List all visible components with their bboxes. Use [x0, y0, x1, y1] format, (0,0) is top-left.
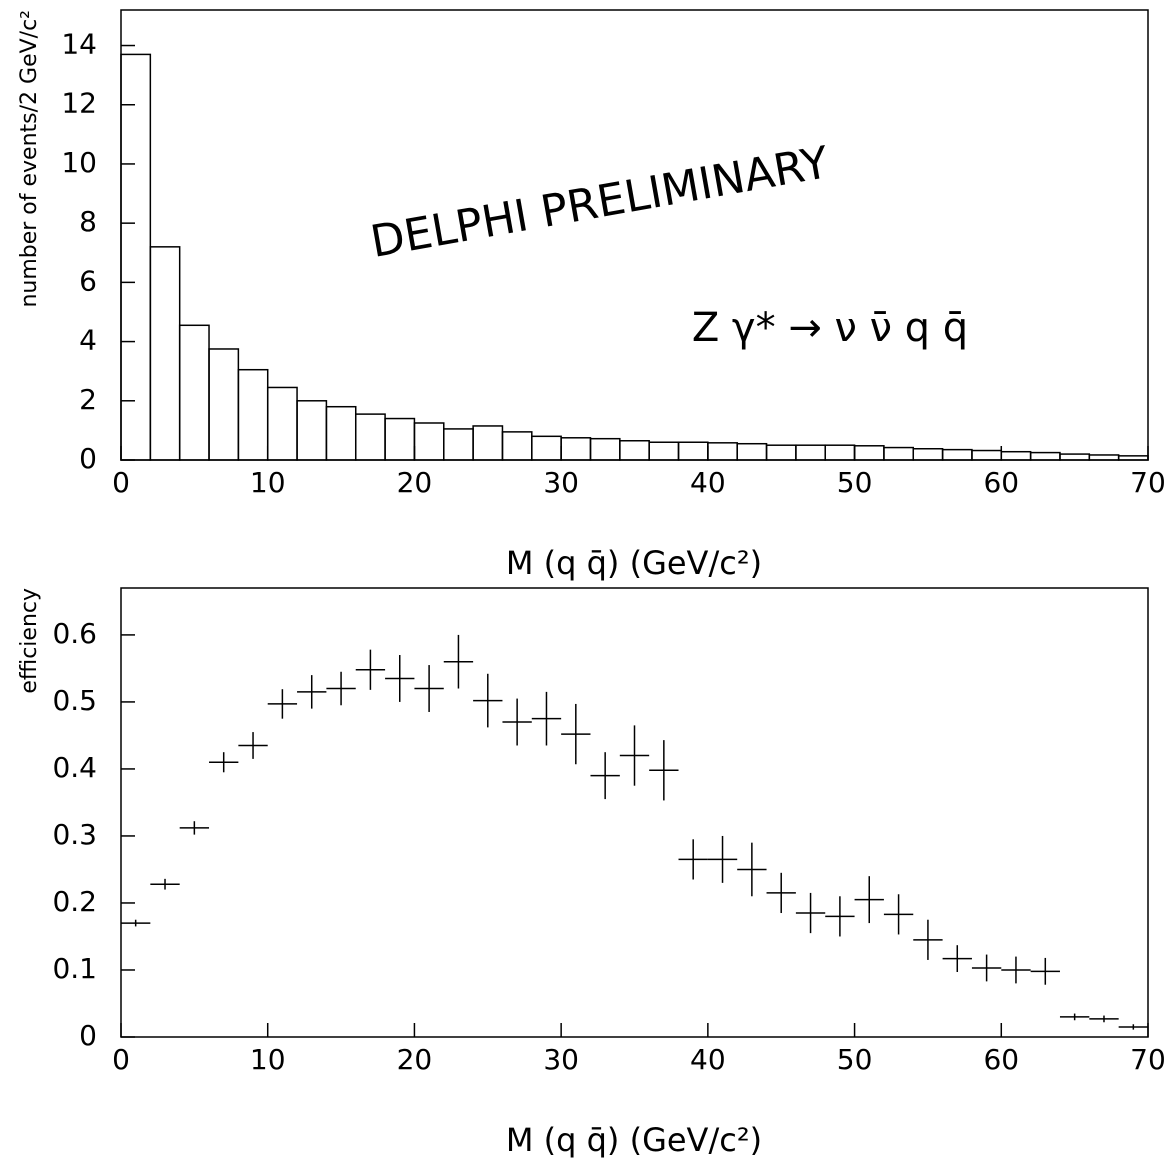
x-tick-label: 30: [543, 1043, 579, 1076]
plot-frame: [120, 9, 1149, 461]
histogram-bar: [971, 449, 1003, 461]
x-tick-label: 20: [397, 1043, 433, 1076]
histogram-bar: [237, 368, 269, 461]
histogram-bar: [531, 435, 562, 461]
plot-frame: [120, 587, 1149, 1038]
x-axis-title: M (q q̄) (GeV/c²): [506, 1121, 762, 1159]
histogram-bar: [296, 400, 328, 461]
histogram-bar: [707, 442, 738, 461]
histogram-bar: [883, 446, 915, 461]
y-tick-label: 0.1: [52, 952, 97, 985]
x-tick-label: 50: [837, 1043, 873, 1076]
y-axis-title: efficiency: [17, 588, 42, 694]
histogram-bar: [149, 246, 181, 461]
y-tick-label: 12: [61, 87, 97, 120]
y-tick-label: 0.2: [52, 885, 97, 918]
histogram-bar: [384, 417, 416, 461]
y-tick-label: 0: [79, 1019, 97, 1052]
histogram-bar: [501, 431, 533, 461]
y-tick-label: 4: [79, 324, 97, 357]
y-tick-label: 10: [61, 146, 97, 179]
x-tick-label: 30: [543, 466, 579, 499]
histogram-bar: [795, 444, 826, 461]
y-tick-label: 0.6: [52, 617, 97, 650]
x-tick-label: 0: [112, 466, 130, 499]
histogram-bar: [1117, 455, 1149, 461]
histogram-bar: [325, 405, 357, 461]
y-tick-label: 0.3: [52, 818, 97, 851]
y-tick-label: 6: [79, 264, 97, 297]
x-axis-title: M (q q̄) (GeV/c²): [506, 544, 762, 582]
y-tick-label: 2: [79, 383, 97, 416]
histogram-bar: [266, 386, 298, 461]
histogram-bar: [354, 413, 386, 461]
histogram-bar: [589, 437, 621, 461]
x-tick-label: 70: [1130, 466, 1166, 499]
y-tick-label: 0.5: [52, 684, 97, 717]
x-tick-label: 10: [250, 466, 286, 499]
histogram-bar: [619, 440, 650, 461]
histogram-bar: [853, 445, 885, 461]
y-axis-title: number of events/2 GeV/c²: [17, 10, 42, 308]
histogram-bar: [120, 53, 152, 461]
x-tick-label: 70: [1130, 1043, 1166, 1076]
histogram-bar: [1088, 454, 1120, 461]
histogram-bar: [560, 437, 592, 461]
histogram-bar: [208, 348, 240, 461]
y-tick-label: 0: [79, 442, 97, 475]
histogram-bar: [1029, 451, 1061, 461]
annotation: DELPHI PRELIMINARY: [367, 137, 833, 268]
x-tick-label: 40: [690, 466, 726, 499]
y-tick-label: 14: [61, 28, 97, 61]
x-tick-label: 50: [837, 466, 873, 499]
histogram-bar: [941, 448, 973, 461]
y-tick-label: 8: [79, 205, 97, 238]
x-tick-label: 60: [983, 466, 1019, 499]
histogram-bar: [824, 444, 856, 461]
x-tick-label: 10: [250, 1043, 286, 1076]
x-tick-label: 60: [983, 1043, 1019, 1076]
histogram-bar: [736, 442, 768, 461]
x-tick-label: 40: [690, 1043, 726, 1076]
histogram-bar: [677, 441, 709, 461]
histogram-bar: [443, 428, 474, 461]
x-tick-label: 20: [397, 466, 433, 499]
annotation: Z γ* → ν ν̄ q q̄: [692, 305, 968, 351]
x-tick-label: 0: [112, 1043, 130, 1076]
histogram-bar: [1059, 453, 1091, 461]
histogram-bar: [912, 448, 944, 461]
histogram-bar: [648, 441, 680, 461]
y-tick-label: 0.4: [52, 751, 97, 784]
histogram-bar: [178, 324, 210, 461]
histogram-bar: [472, 425, 504, 461]
histogram-bar: [1000, 450, 1032, 461]
histogram-bar: [765, 444, 797, 461]
histogram-bar: [413, 422, 445, 461]
